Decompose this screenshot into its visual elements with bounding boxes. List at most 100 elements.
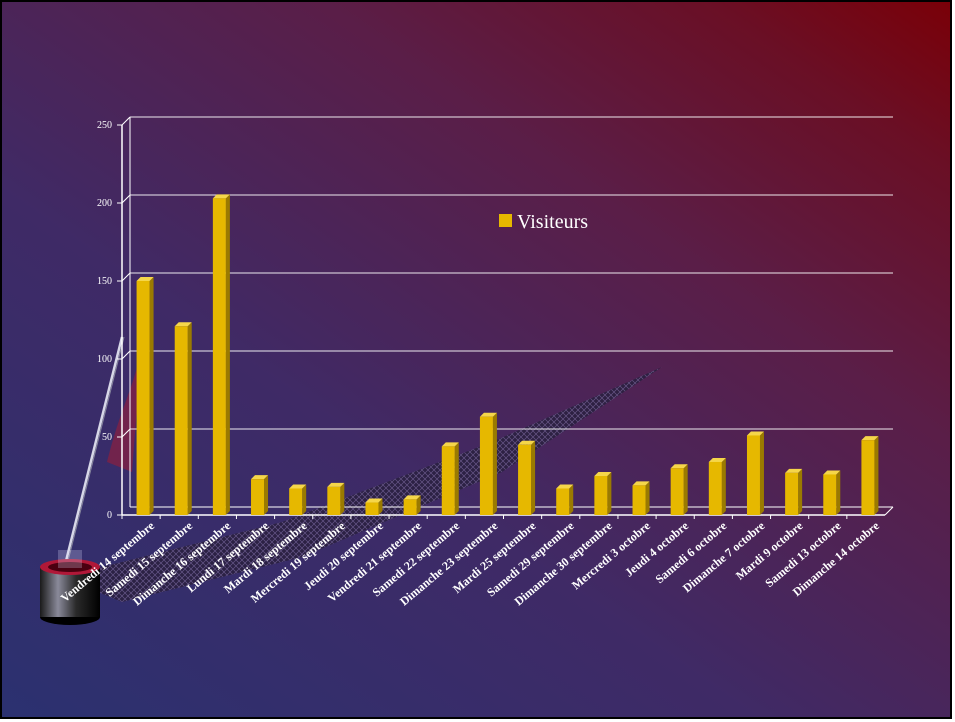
bar-top [823,470,841,475]
bar-top [251,475,269,480]
bar-side [569,484,574,515]
bar-front [479,416,493,515]
bar-side [607,472,612,515]
gridline-depth [121,116,131,126]
y-tick-label: 100 [97,354,112,365]
gridline-depth [121,428,131,438]
y-tick-label: 250 [97,120,112,131]
bar [289,484,307,515]
bar-top [441,442,459,447]
bar-top [785,468,803,473]
y-tick-label: 150 [97,276,112,287]
bar-side [531,440,536,515]
bar-side [645,481,650,515]
bar [518,440,536,515]
bar-front [327,486,341,515]
bar [594,472,612,515]
bar-front [594,476,608,515]
bar-side [836,470,841,515]
bar-top [365,498,383,503]
bar-front [212,198,226,515]
bar-top [174,322,192,327]
bar-front [861,440,875,515]
inkwell-icon [40,550,100,625]
bar-side [798,468,803,515]
bar-top [479,412,497,417]
legend-label: Visiteurs [517,211,588,233]
bar-front [632,485,646,515]
bar-side [378,498,383,515]
bar-front [365,502,379,515]
gridlines [121,116,893,438]
bar-front [251,479,265,515]
bar-top [327,482,345,487]
bar [823,470,841,515]
bar-front [785,472,799,515]
bar-side [225,194,230,515]
bar [479,412,497,515]
legend: Visiteurs [499,211,588,233]
x-axis-corner [884,506,894,516]
bar-side [874,436,879,515]
bar-side [416,495,421,515]
bar-side [149,277,154,515]
bar [746,431,764,515]
bar-side [264,475,269,515]
bar-side [683,464,688,515]
bar-top [632,481,650,486]
bar-side [340,482,345,515]
bar-front [441,446,455,515]
bar-front [823,474,837,515]
bar-front [174,326,188,515]
bar-front [403,499,417,515]
gridline-depth [121,194,131,204]
bar-side [187,322,192,515]
bar-front [746,435,760,515]
bar [670,464,688,515]
bar-side [302,484,307,515]
bar [136,277,154,515]
bar-side [454,442,459,515]
bar [174,322,192,515]
bar-top [746,431,764,436]
bar [365,498,383,515]
bar [632,481,650,515]
bar [403,495,421,515]
bar-top [518,440,536,445]
bar-front [289,488,303,515]
bar-front [518,444,532,515]
y-tick-labels: 0 50 100 150 200 250 [97,120,112,521]
bar [556,484,574,515]
bar [785,468,803,515]
bar [212,194,230,515]
bar-top [556,484,574,489]
bar-top [594,472,612,476]
bar [251,475,269,515]
quill-pen-decoration [60,336,662,602]
bar-front [670,468,684,515]
y-tick-label: 50 [102,432,112,443]
legend-swatch [499,214,512,227]
bar-top [212,194,230,199]
bar-front [708,461,722,515]
bar-top [670,464,688,469]
gridline-depth [121,272,131,282]
y-tick-label: 200 [97,198,112,209]
bar-top [861,436,879,441]
bars [136,194,879,515]
bar-front [556,488,570,515]
gridline-depth [121,350,131,360]
bar-top [136,277,154,281]
bar-side [759,431,764,515]
y-tick-label: 0 [107,510,112,521]
bar [861,436,879,515]
bar-top [289,484,307,489]
bar [441,442,459,515]
bar-side [492,412,497,515]
bar [327,482,345,515]
bar-top [403,495,421,500]
bar [708,457,726,515]
